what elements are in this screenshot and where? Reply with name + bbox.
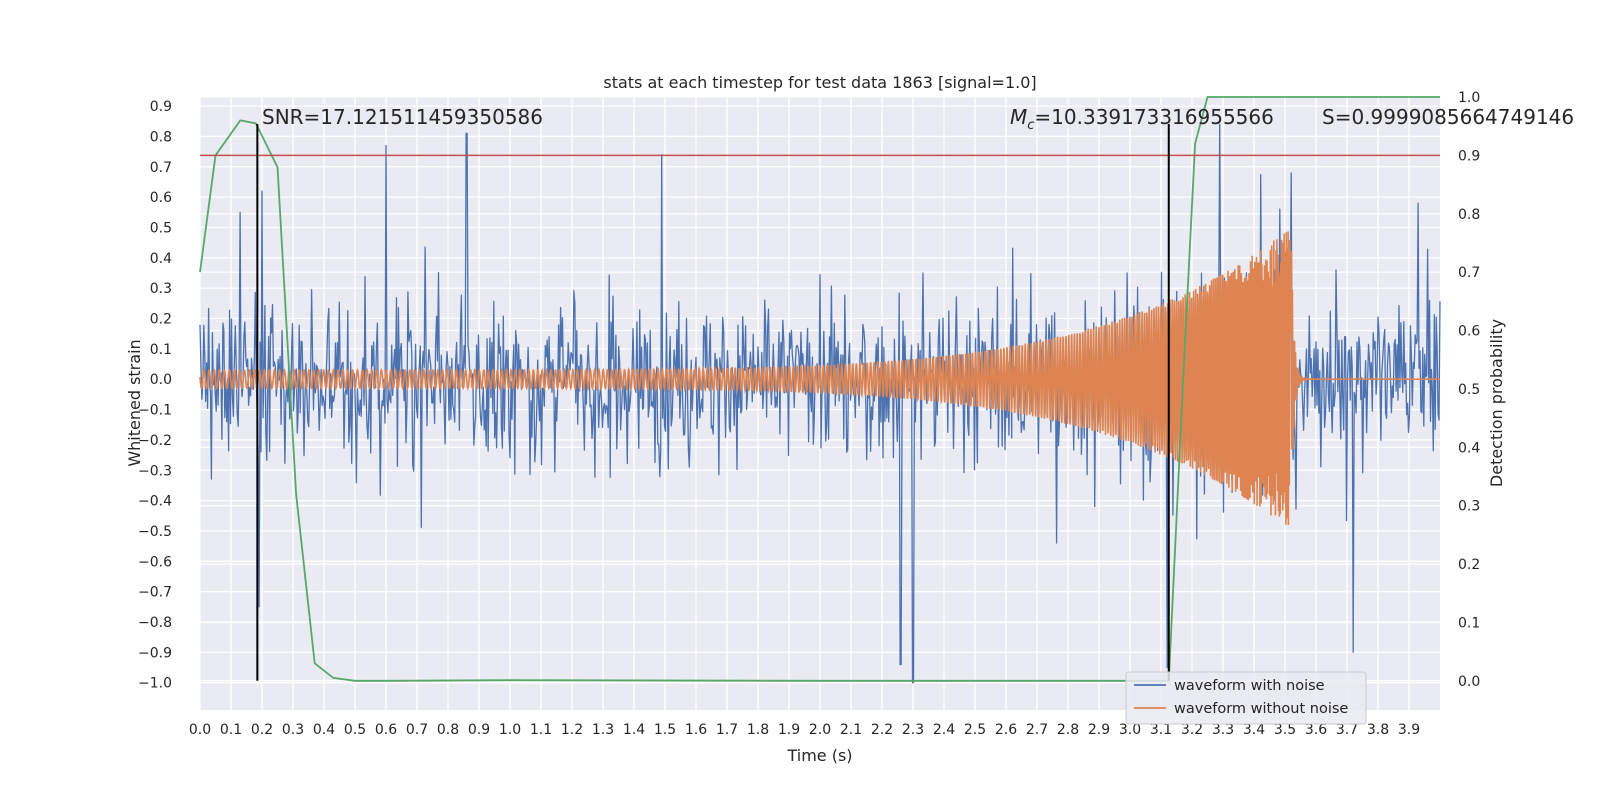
y-tick-label: 0.3 bbox=[150, 281, 172, 297]
y-tick-label: −0.1 bbox=[138, 403, 172, 419]
x-tick-label: 2.6 bbox=[995, 722, 1017, 738]
x-tick-label: 1.1 bbox=[530, 722, 552, 738]
y-tick-label: 0.7 bbox=[150, 160, 172, 176]
x-tick-label: 3.2 bbox=[1181, 722, 1203, 738]
x-tick-label: 0.4 bbox=[313, 722, 335, 738]
legend-label-clean: waveform without noise bbox=[1174, 701, 1348, 717]
y-tick-label: −0.8 bbox=[138, 615, 172, 631]
x-tick-label: 1.7 bbox=[716, 722, 738, 738]
mc-value: =10.339173316955566 bbox=[1034, 105, 1273, 129]
y-tick-labels: 0.9 0.8 0.7 0.6 0.5 0.4 0.3 0.2 0.1 0.0 −0.1 −0.2 −0… bbox=[138, 99, 172, 692]
legend: waveform with noise waveform without noi… bbox=[1125, 671, 1367, 725]
series-waveform-without-noise bbox=[199, 231, 1440, 525]
y-tick-label: 0.9 bbox=[150, 99, 172, 115]
detection-probability-line bbox=[199, 96, 1440, 682]
x-tick-label: 2.9 bbox=[1088, 722, 1110, 738]
y2-tick-label: 0.3 bbox=[1458, 499, 1480, 515]
mc-annotation: Mc=10.339173316955566 bbox=[1010, 105, 1274, 133]
y-tick-label: 0.4 bbox=[150, 251, 172, 267]
x-tick-label: 3.1 bbox=[1150, 722, 1172, 738]
y2-tick-label: 0.5 bbox=[1458, 382, 1480, 398]
x-tick-label: 0.6 bbox=[375, 722, 397, 738]
chart-title: stats at each timestep for test data 186… bbox=[603, 73, 1036, 92]
y-tick-label: 0.5 bbox=[150, 220, 172, 236]
x-tick-label: 2.5 bbox=[964, 722, 986, 738]
y-tick-label: −0.3 bbox=[138, 463, 172, 479]
y-tick-label: −0.9 bbox=[138, 645, 172, 661]
y-tick-label: −0.7 bbox=[138, 585, 172, 601]
x-tick-label: 3.4 bbox=[1243, 722, 1265, 738]
clean-waveform-line bbox=[199, 231, 1440, 525]
x-tick-label: 3.6 bbox=[1305, 722, 1327, 738]
marker-lines bbox=[256, 124, 1170, 681]
x-tick-label: 0.8 bbox=[437, 722, 459, 738]
mc-symbol: M bbox=[1010, 105, 1027, 129]
x-tick-label: 0.7 bbox=[406, 722, 428, 738]
x-tick-label: 3.7 bbox=[1336, 722, 1358, 738]
x-tick-label: 3.3 bbox=[1212, 722, 1234, 738]
y-tick-label: 0.1 bbox=[150, 342, 172, 358]
y2-tick-label: 0.2 bbox=[1458, 557, 1480, 573]
x-tick-label: 0.2 bbox=[251, 722, 273, 738]
x-tick-label: 0.3 bbox=[282, 722, 304, 738]
y-tick-label: 0.6 bbox=[150, 190, 172, 206]
series-detection-probability bbox=[199, 96, 1440, 682]
y-tick-label: 0.2 bbox=[150, 312, 172, 328]
y-tick-label: 0.0 bbox=[150, 372, 172, 388]
x-tick-label: 2.4 bbox=[933, 722, 955, 738]
y-tick-label: −0.2 bbox=[138, 433, 172, 449]
x-tick-label: 2.8 bbox=[1057, 722, 1079, 738]
x-tick-label: 1.8 bbox=[747, 722, 769, 738]
y2-tick-label: 0.0 bbox=[1458, 674, 1480, 690]
x-tick-label: 1.6 bbox=[685, 722, 707, 738]
y-tick-label: −0.6 bbox=[138, 554, 172, 570]
x-tick-label: 1.5 bbox=[654, 722, 676, 738]
s-annotation: S=0.9999085664749146 bbox=[1322, 105, 1574, 129]
x-tick-label: 1.2 bbox=[561, 722, 583, 738]
y2-tick-label: 0.6 bbox=[1458, 324, 1480, 340]
y2-tick-labels: 0.0 0.1 0.2 0.3 0.4 0.5 0.6 0.7 0.8 0.9 1.0 bbox=[1458, 90, 1480, 690]
x-axis-label: Time (s) bbox=[786, 746, 852, 765]
legend-box bbox=[1125, 671, 1367, 725]
y-axis-label: Whitened strain bbox=[125, 339, 144, 466]
x-tick-label: 2.2 bbox=[871, 722, 893, 738]
x-tick-label: 2.1 bbox=[840, 722, 862, 738]
y2-tick-label: 0.8 bbox=[1458, 207, 1480, 223]
x-tick-label: 3.5 bbox=[1274, 722, 1296, 738]
x-tick-label: 2.7 bbox=[1026, 722, 1048, 738]
x-tick-label: 0.1 bbox=[220, 722, 242, 738]
legend-label-noise: waveform with noise bbox=[1174, 678, 1325, 694]
x-tick-label: 3.8 bbox=[1367, 722, 1389, 738]
x-tick-label: 1.3 bbox=[592, 722, 614, 738]
x-tick-labels: 0.0 0.1 0.2 0.3 0.4 0.5 0.6 0.7 0.8 0.9 1.0 1.1 1.2 1… bbox=[189, 722, 1420, 738]
x-tick-label: 1.9 bbox=[778, 722, 800, 738]
y2-tick-label: 0.1 bbox=[1458, 615, 1480, 631]
y-tick-label: −0.5 bbox=[138, 524, 172, 540]
x-tick-label: 0.0 bbox=[189, 722, 211, 738]
y2-tick-label: 0.9 bbox=[1458, 148, 1480, 164]
x-tick-label: 2.3 bbox=[902, 722, 924, 738]
y-tick-label: 0.8 bbox=[150, 129, 172, 145]
x-tick-label: 1.4 bbox=[623, 722, 645, 738]
snr-annotation: SNR=17.121511459350586 bbox=[262, 105, 543, 129]
x-tick-label: 3.9 bbox=[1398, 722, 1420, 738]
x-tick-label: 1.0 bbox=[499, 722, 521, 738]
x-tick-label: 2.0 bbox=[809, 722, 831, 738]
y2-tick-label: 1.0 bbox=[1458, 90, 1480, 106]
y-tick-label: −0.4 bbox=[138, 494, 172, 510]
y-tick-label: −1.0 bbox=[138, 676, 172, 692]
x-tick-label: 0.5 bbox=[344, 722, 366, 738]
y2-tick-label: 0.4 bbox=[1458, 440, 1480, 456]
y2-tick-label: 0.7 bbox=[1458, 265, 1480, 281]
mc-subscript: c bbox=[1027, 118, 1034, 133]
x-tick-label: 3.0 bbox=[1119, 722, 1141, 738]
x-tick-label: 0.9 bbox=[468, 722, 490, 738]
y2-axis-label: Detection probability bbox=[1487, 319, 1506, 487]
